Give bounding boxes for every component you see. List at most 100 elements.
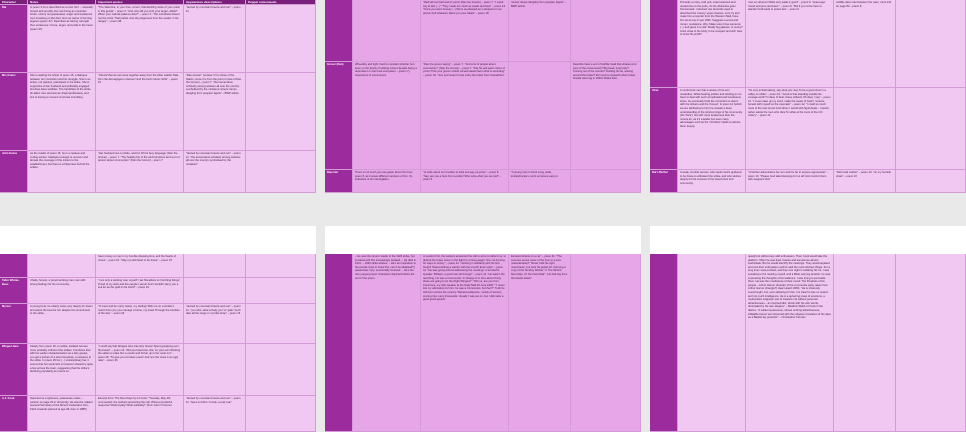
appearance-cell: "It young man in front! Long, wide, knic… bbox=[509, 170, 571, 193]
document-page-5: – He was the miners' leader in the 1926 … bbox=[325, 226, 641, 432]
appearance-cell: miners' lamps dangling from peoples' lap… bbox=[509, 0, 571, 62]
appearance-cell: Escaped tickets on a car" – poem 41. "Th… bbox=[509, 254, 571, 432]
appearance-cell bbox=[509, 62, 571, 170]
character-name: Grocer (Dan) bbox=[325, 62, 353, 170]
quotes-cell: "I am only a working man myself! I set S… bbox=[96, 278, 184, 304]
puppet-cell bbox=[571, 0, 641, 62]
puppet-cell bbox=[246, 278, 316, 304]
quotes-cell: "Dan the grocer saying" – poem 7. "And a… bbox=[421, 62, 509, 170]
document-page-2: "Dad will not hold and of yours! (Dan th… bbox=[325, 0, 641, 193]
quotes-cell: "A Mother admonishes her son and his So … bbox=[746, 170, 834, 193]
header-puppet: Puppet notes/needs bbox=[246, 0, 316, 5]
table-row: A.J. Cook Depicted as a righteous, passi… bbox=[0, 396, 316, 432]
notes-cell: There is not much you can glean about hi… bbox=[353, 170, 421, 193]
quotes-cell: "to write about our troubles to stick an… bbox=[421, 170, 509, 193]
header-notes: Notes bbox=[28, 0, 96, 5]
table-row: Dai In poem 3 he is described as a once … bbox=[0, 5, 316, 73]
table-row: have money on me in my humble dressing t… bbox=[0, 254, 316, 278]
puppet-cell bbox=[246, 344, 316, 396]
character-name: Myrsel bbox=[0, 304, 28, 344]
document-page-3: Primarily a rocky, cold pub, unaccustome… bbox=[650, 0, 966, 193]
appearance-cell: "tanned by mountain breeze and sun" – po… bbox=[184, 304, 246, 344]
table-row: quietly but without any wild enthusiasm.… bbox=[650, 254, 966, 432]
character-name: A.J. Cook bbox=[0, 396, 28, 432]
character-name bbox=[650, 254, 678, 432]
notes-cell: A conformist man that is aware of his ow… bbox=[678, 88, 746, 170]
puppet-cell bbox=[896, 88, 966, 170]
appearance-cell: middle class man between the wars, more … bbox=[834, 0, 896, 88]
table-row: Grocer (Dan) Wheedley and tight, hard to… bbox=[325, 62, 641, 170]
quotes-cell: to Lewis's first, the workers answered t… bbox=[421, 254, 509, 432]
appearance-cell: "little woman" (unclear if it is those o… bbox=[184, 73, 246, 151]
notes-cell: Primarily a rocky, cold pub, unaccustome… bbox=[678, 0, 746, 88]
quotes-cell: have money on me in my humble dressing t… bbox=[96, 254, 184, 278]
appearance-cell: "tanned by mountain breeze and sun" – po… bbox=[184, 151, 246, 193]
appearance-cell bbox=[834, 88, 896, 170]
appearance-cell bbox=[184, 344, 246, 396]
notes-cell: She is leading the whole of poem 15, a d… bbox=[28, 73, 96, 151]
header-row: Character Notes Important quotes Appeara… bbox=[0, 0, 316, 5]
appearance-cell: "tanned by mountain breeze and sun" – po… bbox=[184, 5, 246, 73]
notes-cell: Clearly from poem 26, a mobile, isolated… bbox=[28, 344, 96, 396]
character-name: Vicar bbox=[650, 88, 678, 170]
appearance-cell: "tanned by mountain breeze and sun" – po… bbox=[184, 396, 246, 432]
character-name: Tailor Winnie-Bess bbox=[0, 278, 28, 304]
table-row: Winged Jane Clearly from poem 26, a mobi… bbox=[0, 344, 316, 396]
quotes-cell: Excerpt from: The Nine Days by AJ Cook: … bbox=[96, 396, 184, 432]
quotes-cell: "Dad will not hold and of yours! (Dan th… bbox=[421, 0, 509, 62]
quotes-cell: "The Valentine, in your time, a hero, th… bbox=[96, 5, 184, 73]
appearance-cell bbox=[184, 278, 246, 304]
quotes-cell: "I could say that Winged Jane has lazy h… bbox=[96, 344, 184, 396]
character-name: Dai bbox=[0, 5, 28, 73]
notes-cell bbox=[678, 254, 746, 432]
header-appearance: Appearance descriptions bbox=[184, 0, 246, 5]
table-row: Tailor Winnie-Bess Chatty, honest, a pro… bbox=[0, 278, 316, 304]
puppet-cell bbox=[571, 170, 641, 193]
character-name: Reporter bbox=[325, 170, 353, 193]
appearance-cell bbox=[184, 254, 246, 278]
appearance-cell bbox=[834, 254, 896, 432]
puppet-cell bbox=[246, 5, 316, 73]
quotes-cell: man so virtuous! While very weak in good… bbox=[746, 0, 834, 88]
puppet-cell bbox=[246, 396, 316, 432]
notes-cell: – He was the miners' leader in the 1926 … bbox=[353, 254, 421, 432]
notes-cell bbox=[28, 254, 96, 278]
quotes-cell: "So very embarrassing, say what you may … bbox=[746, 88, 834, 170]
puppet-cell bbox=[246, 304, 316, 344]
table-row: Primarily a rocky, cold pub, unaccustome… bbox=[650, 0, 966, 88]
notes-cell: Wheedley and tight, hard to consider whe… bbox=[353, 62, 421, 170]
table-row: John Evans As the reader of poem 15, he … bbox=[0, 151, 316, 193]
document-page-6: quietly but without any wild enthusiasm.… bbox=[650, 226, 966, 432]
table-row: "Dad will not hold and of yours! (Dan th… bbox=[325, 0, 641, 62]
header-character: Character bbox=[0, 0, 28, 5]
notes-cell: A weak, humble woman, who seeks God's gu… bbox=[678, 170, 746, 193]
quotes-cell: "Her husband out on strike, and fun Of t… bbox=[96, 151, 184, 193]
quotes-cell: quietly but without any wild enthusiasm.… bbox=[746, 254, 834, 432]
table-row: Reporter There is not much you can glean… bbox=[325, 170, 641, 193]
character-name bbox=[650, 0, 678, 88]
table-row: Mrs Evans She is leading the whole of po… bbox=[0, 73, 316, 151]
notes-cell: Chatty, honest, a proud working man man … bbox=[28, 278, 96, 304]
notes-cell: Depicted as a righteous, passionate orat… bbox=[28, 396, 96, 432]
character-name: John Evans bbox=[0, 151, 28, 193]
character-name bbox=[325, 0, 353, 62]
header-quotes: Important quotes bbox=[96, 0, 184, 5]
character-name: Dai's Mother bbox=[650, 170, 678, 193]
puppet-cell bbox=[246, 151, 316, 193]
quotes-cell: "Should that we two were together away f… bbox=[96, 73, 184, 151]
puppet-cell bbox=[896, 170, 966, 193]
table-row: Myrsel A young lover, he clearly cares v… bbox=[0, 304, 316, 344]
character-name bbox=[325, 254, 353, 432]
table-row: Dai's Mother A weak, humble woman, who s… bbox=[650, 170, 966, 193]
puppet-cell bbox=[246, 254, 316, 278]
puppet-cell bbox=[571, 254, 641, 432]
character-name: Winged Jane bbox=[0, 344, 28, 396]
quotes-cell: "O meet and be merry Gwen, my darling! W… bbox=[96, 304, 184, 344]
appearance-cell: "Dai's had mother" – poem 10. "on my hum… bbox=[834, 170, 896, 193]
table-row: – He was the miners' leader in the 1926 … bbox=[325, 254, 641, 432]
puppet-cell bbox=[896, 254, 966, 432]
character-name: Mrs Evans bbox=[0, 73, 28, 151]
notes-cell bbox=[353, 0, 421, 62]
document-page-4: have money on me in my humble dressing t… bbox=[0, 226, 316, 432]
notes-cell: As the reader of poem 15, he is a zealou… bbox=[28, 151, 96, 193]
